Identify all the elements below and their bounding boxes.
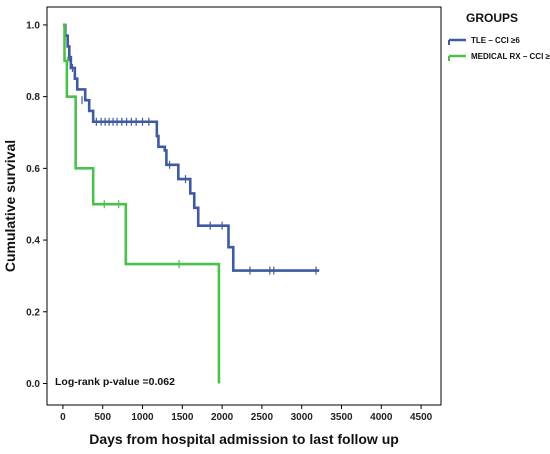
series-line-0 [62, 23, 320, 272]
y-tick-label: 0.2 [26, 307, 40, 318]
plot-frame [46, 6, 442, 406]
series-line-1 [62, 23, 221, 384]
x-tick-label: 0 [60, 412, 66, 423]
x-tick-label: 2500 [251, 412, 274, 423]
y-tick-label: 1.0 [26, 20, 40, 31]
legend-label: MEDICAL RX – CCI ≥5 [471, 52, 550, 61]
y-tick-label: 0.4 [26, 236, 40, 247]
legend-label: TLE – CCI ≥6 [471, 36, 520, 45]
x-tick-label: 3500 [330, 412, 353, 423]
legend-title: GROUPS [466, 11, 518, 25]
y-tick-label: 0.0 [26, 379, 40, 390]
x-tick-label: 4500 [410, 412, 433, 423]
x-tick-label: 4000 [370, 412, 393, 423]
y-tick-label: 0.8 [26, 92, 40, 103]
legend: TLE – CCI ≥6 MEDICAL RX – CCI ≥5 [448, 36, 550, 61]
x-axis-label: Days from hospital admission to last fol… [89, 431, 399, 447]
x-tick-label: 1500 [171, 412, 194, 423]
y-axis-ticks: 0.0 0.2 0.4 0.6 0.8 1.0 [26, 20, 47, 390]
x-tick-label: 1000 [131, 412, 154, 423]
x-tick-label: 2000 [211, 412, 234, 423]
x-tick-label: 3000 [291, 412, 314, 423]
y-axis-label: Cumulative survival [2, 140, 18, 272]
x-tick-label: 500 [94, 412, 111, 423]
annotation-logrank: Log-rank p-value =0.062 [55, 376, 175, 388]
y-tick-label: 0.6 [26, 164, 40, 175]
x-axis-ticks: 0 500 1000 1500 2000 2500 3000 3500 4000 4500 [60, 405, 433, 423]
series-layer [62, 23, 320, 384]
